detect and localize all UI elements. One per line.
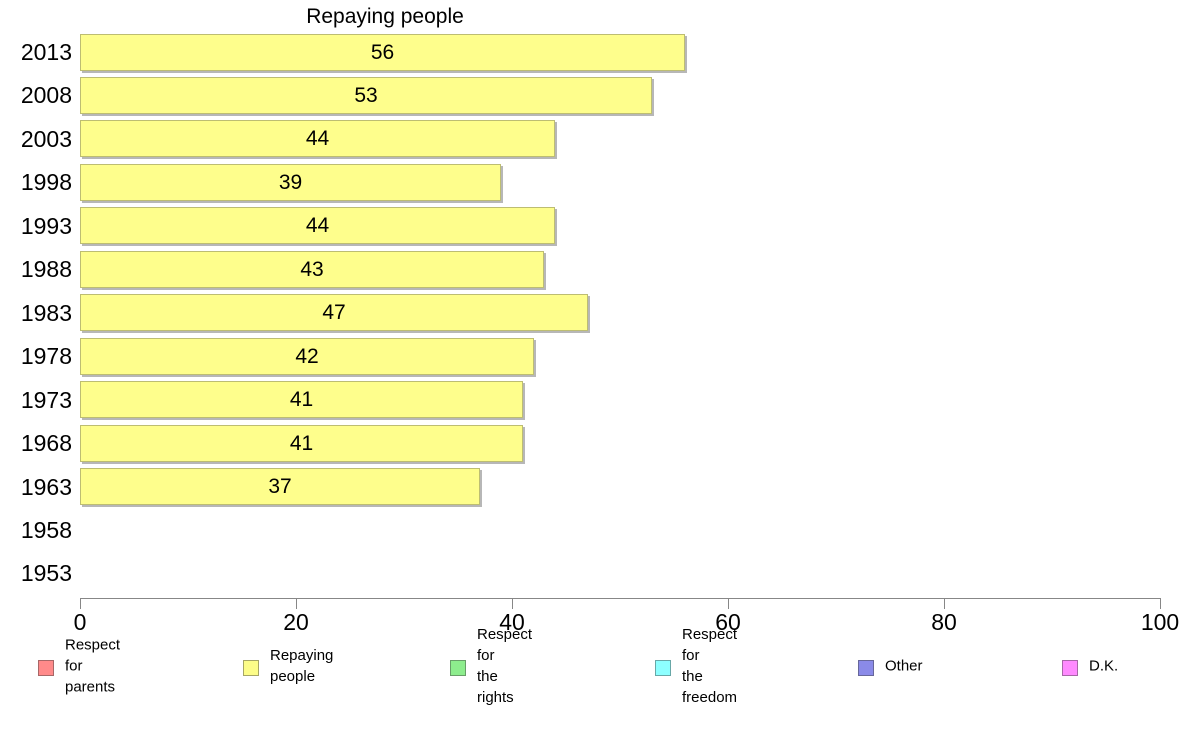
legend-swatch bbox=[38, 660, 54, 676]
year-label: 1998 bbox=[20, 169, 72, 196]
bar-value-label: 43 bbox=[300, 257, 324, 281]
year-label: 1968 bbox=[20, 430, 72, 457]
year-label: 1958 bbox=[20, 516, 72, 543]
bar: 42 bbox=[80, 337, 534, 375]
x-axis-tick-label: 100 bbox=[1140, 609, 1180, 635]
x-axis-tick bbox=[728, 598, 729, 609]
legend-swatch bbox=[1062, 660, 1078, 676]
x-axis-tick bbox=[296, 598, 297, 609]
x-axis-tick bbox=[1160, 598, 1161, 609]
bar-value-label: 53 bbox=[354, 83, 378, 107]
bar-value-label: 41 bbox=[289, 431, 314, 455]
bar: 39 bbox=[80, 163, 501, 201]
bar: 53 bbox=[80, 76, 652, 114]
legend-swatch bbox=[243, 660, 259, 676]
bar-value-label: 41 bbox=[289, 388, 314, 412]
x-axis-tick-label: 0 bbox=[73, 609, 87, 635]
legend-item-label: Respect for the freedom bbox=[682, 626, 738, 706]
bar: 47 bbox=[80, 294, 588, 332]
legend-item-label: Repaying people bbox=[270, 647, 334, 685]
bar: 43 bbox=[80, 250, 544, 288]
bar-value-label: 44 bbox=[305, 214, 330, 238]
bar-value-label: 56 bbox=[370, 40, 395, 64]
bar: 37 bbox=[80, 468, 480, 505]
legend-item-label: Respect for parents bbox=[65, 636, 121, 696]
year-label: 2013 bbox=[20, 39, 72, 65]
year-label: 2003 bbox=[20, 125, 72, 152]
year-label: 2008 bbox=[20, 82, 72, 109]
legend-item-label: D.K. bbox=[1089, 657, 1119, 675]
x-axis-tick bbox=[80, 598, 81, 609]
x-axis-tick-label: 60 bbox=[715, 609, 741, 635]
year-label: 1988 bbox=[20, 256, 72, 283]
x-axis-tick bbox=[944, 598, 945, 609]
bar-value-label: 44 bbox=[305, 127, 330, 151]
bar: 44 bbox=[80, 120, 555, 158]
chart-title: Repaying people bbox=[306, 5, 464, 28]
x-axis-tick bbox=[512, 598, 513, 609]
legend-swatch bbox=[655, 660, 671, 676]
bar-value-label: 42 bbox=[295, 344, 319, 368]
bar: 44 bbox=[80, 207, 555, 245]
legend-swatch bbox=[450, 660, 466, 676]
bar: 41 bbox=[80, 424, 523, 462]
bar-value-label: 47 bbox=[322, 301, 346, 325]
x-axis-tick-label: 20 bbox=[283, 609, 309, 635]
x-axis-tick-label: 80 bbox=[931, 609, 957, 635]
legend-item-label: Respect for the rights bbox=[477, 626, 533, 706]
year-label: 1983 bbox=[20, 299, 72, 326]
x-axis-tick-label: 40 bbox=[499, 609, 525, 635]
year-label: 1953 bbox=[20, 560, 72, 587]
year-label: 1993 bbox=[20, 212, 72, 239]
year-label: 1963 bbox=[20, 473, 72, 500]
legend-swatch bbox=[858, 660, 874, 676]
bar: 56 bbox=[80, 33, 685, 71]
year-label: 1978 bbox=[20, 343, 72, 370]
bar-value-label: 39 bbox=[278, 170, 303, 194]
bar: 41 bbox=[80, 381, 523, 419]
year-label: 1973 bbox=[20, 386, 72, 413]
x-axis-line bbox=[80, 598, 1160, 599]
bar-value-label: 37 bbox=[268, 475, 292, 498]
legend-item-label: Other bbox=[885, 657, 923, 675]
